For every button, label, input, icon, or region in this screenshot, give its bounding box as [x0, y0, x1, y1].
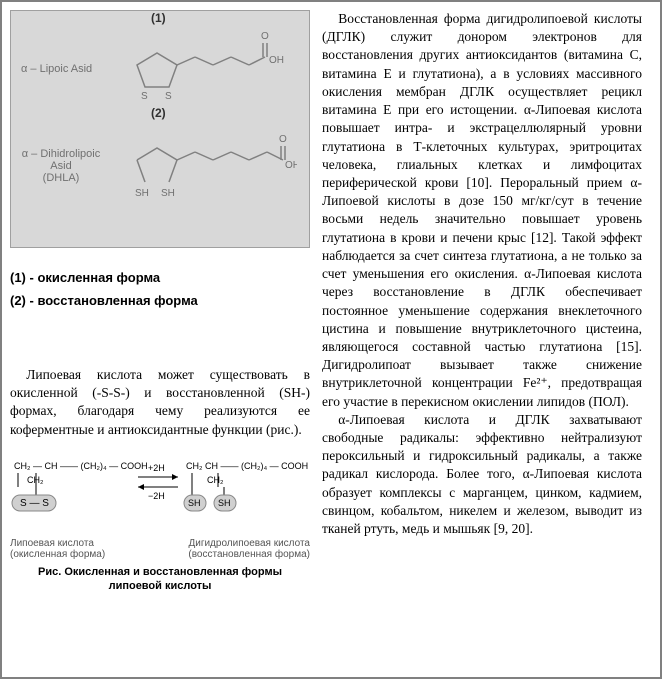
reaction-block: CH₂ — CH —— (CH₂)₄ — COOH CH₂ S — S +2H … — [10, 453, 310, 594]
legend-block: (1) - окисленная форма (2) - восстановле… — [10, 262, 310, 316]
mol1-number: (1) — [151, 11, 166, 25]
svg-text:+2H: +2H — [148, 463, 165, 473]
legend-line2: (2) - восстановленная форма — [10, 293, 310, 308]
right-p2: α-Липоевая кислота и ДГЛК захватывают св… — [322, 411, 642, 539]
svg-text:SH: SH — [188, 498, 201, 508]
rxn-right-cap2: (восстановленная форма) — [188, 549, 310, 560]
mol1-o: O — [261, 31, 269, 42]
svg-text:CH₂ CH —— (CH₂)₄ — COOH: CH₂ CH —— (CH₂)₄ — COOH — [186, 461, 308, 471]
right-column: Восстановленная форма дигидролипоевой ки… — [322, 10, 642, 669]
svg-text:CH₂: CH₂ — [27, 475, 44, 485]
svg-text:SH: SH — [218, 498, 231, 508]
reaction-svg: CH₂ — CH —— (CH₂)₄ — COOH CH₂ S — S +2H … — [10, 453, 310, 531]
mid-paragraph: Липоевая кислота может существовать в ок… — [10, 366, 310, 439]
mol2-svg: SH SH O OH — [107, 120, 297, 206]
structure-diagram-box: α – Lipoic Asid (1) — [10, 10, 310, 248]
mol2-name-l2: (DHLA) — [21, 172, 101, 184]
rxn-left-cap2: (окисленная форма) — [10, 549, 105, 560]
mol2-sh2: SH — [161, 188, 175, 199]
mol2-sh1: SH — [135, 188, 149, 199]
mol1-s1: S — [141, 91, 148, 102]
legend-line1: (1) - окисленная форма — [10, 270, 310, 285]
mol2-number: (2) — [151, 106, 166, 120]
reaction-title: Рис. Окисленная и восстановленная формы … — [10, 566, 310, 594]
mol1-s2: S — [165, 91, 172, 102]
rxn-left-cap1: Липоевая кислота — [10, 538, 105, 549]
rxn-right-cap1: Дигидролипоевая кислота — [188, 538, 310, 549]
svg-text:S — S: S — S — [20, 498, 49, 509]
left-column: α – Lipoic Asid (1) — [10, 10, 310, 669]
svg-text:CH₂ — CH —— (CH₂)₄ — COOH: CH₂ — CH —— (CH₂)₄ — COOH — [14, 461, 148, 471]
mol1-svg: S S O OH — [107, 25, 287, 105]
svg-text:CH₂: CH₂ — [207, 475, 224, 485]
svg-text:−2H: −2H — [148, 491, 165, 501]
mol2-oh: OH — [285, 160, 297, 171]
mol2-o: O — [279, 134, 287, 145]
right-p1: Восстановленная форма дигидролипоевой ки… — [322, 10, 642, 411]
mol2-name-l1: α – Dihidrolipoic Asid — [21, 148, 101, 172]
mol1-oh: OH — [269, 55, 284, 66]
mol1-name: α – Lipoic Asid — [21, 63, 92, 75]
